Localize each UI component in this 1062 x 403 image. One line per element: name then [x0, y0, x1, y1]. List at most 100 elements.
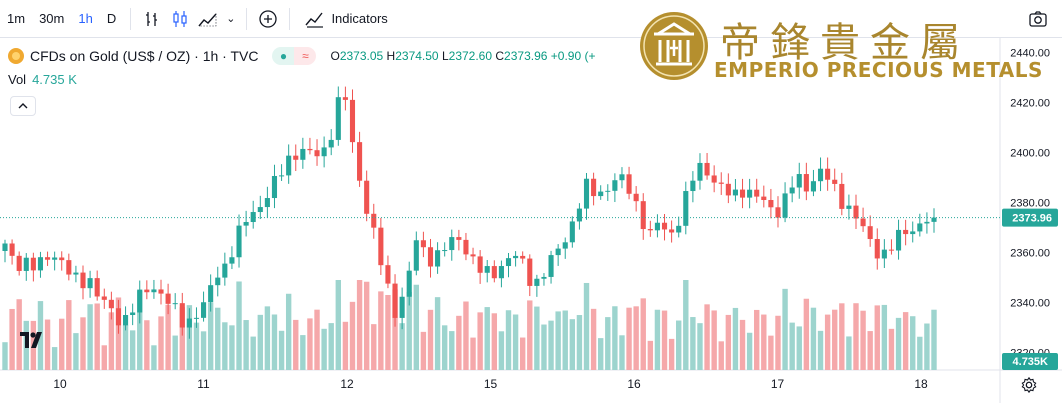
indicators-button[interactable]: Indicators: [297, 10, 395, 28]
candle-body[interactable]: [491, 266, 497, 279]
candle-body[interactable]: [413, 240, 419, 271]
candle-body[interactable]: [513, 255, 519, 259]
candle-body[interactable]: [796, 174, 802, 188]
timeframe-1h[interactable]: 1h: [78, 10, 93, 26]
candle-body[interactable]: [399, 296, 405, 318]
timeframe-d[interactable]: D: [106, 10, 117, 26]
candle-body[interactable]: [598, 191, 604, 197]
bar-chart-icon[interactable]: [138, 5, 166, 33]
candle-body[interactable]: [924, 221, 930, 224]
candle-body[interactable]: [591, 178, 597, 197]
candle-body[interactable]: [94, 278, 100, 297]
collapse-legend-button[interactable]: [10, 96, 36, 116]
candle-body[interactable]: [725, 183, 731, 196]
candle-body[interactable]: [342, 97, 348, 100]
candle-body[interactable]: [498, 266, 504, 279]
candle-body[interactable]: [910, 231, 916, 235]
candle-body[interactable]: [633, 193, 639, 202]
candle-body[interactable]: [612, 180, 618, 191]
candle-body[interactable]: [562, 242, 568, 249]
candle-body[interactable]: [527, 258, 533, 286]
candle-body[interactable]: [420, 240, 426, 248]
candle-body[interactable]: [676, 225, 682, 233]
candle-body[interactable]: [775, 207, 781, 218]
candle-body[interactable]: [179, 303, 185, 328]
candle-body[interactable]: [718, 182, 724, 184]
candle-body[interactable]: [279, 175, 285, 177]
candle-body[interactable]: [328, 139, 334, 148]
candle-body[interactable]: [931, 217, 937, 222]
candle-body[interactable]: [832, 179, 838, 184]
candle-body[interactable]: [23, 257, 29, 271]
candle-body[interactable]: [825, 168, 831, 180]
candle-body[interactable]: [619, 174, 625, 181]
candle-body[interactable]: [87, 278, 93, 289]
candle-body[interactable]: [271, 175, 278, 199]
candle-body[interactable]: [761, 196, 767, 201]
candle-body[interactable]: [151, 289, 157, 293]
candle-body[interactable]: [66, 260, 72, 275]
candle-body[interactable]: [534, 278, 540, 286]
candle-body[interactable]: [803, 174, 809, 192]
candle-body[interactable]: [548, 255, 554, 277]
candle-body[interactable]: [264, 198, 270, 208]
candle-body[interactable]: [768, 200, 774, 208]
candle-body[interactable]: [881, 249, 887, 259]
candle-body[interactable]: [9, 243, 15, 256]
candle-body[interactable]: [697, 162, 703, 181]
candle-body[interactable]: [661, 222, 668, 230]
candle-body[interactable]: [704, 162, 710, 176]
timeframe-30m[interactable]: 30m: [39, 10, 65, 26]
candle-body[interactable]: [229, 257, 235, 264]
candle-body[interactable]: [378, 227, 384, 266]
candle-body[interactable]: [888, 249, 895, 251]
candle-body[interactable]: [917, 223, 923, 232]
candle-body[interactable]: [789, 187, 795, 194]
price-chart[interactable]: 2440.00 2420.00 2400.00 2380.00 2360.00 2340.…: [0, 38, 1062, 403]
candle-body[interactable]: [903, 229, 909, 235]
candle-body[interactable]: [520, 255, 526, 259]
candle-body[interactable]: [747, 189, 753, 198]
candle-body[interactable]: [739, 189, 746, 198]
candle-body[interactable]: [690, 180, 696, 192]
candle-body[interactable]: [442, 250, 448, 252]
candle-body[interactable]: [186, 318, 192, 328]
candle-body[interactable]: [867, 226, 873, 240]
candle-body[interactable]: [810, 181, 816, 192]
candle-body[interactable]: [839, 183, 845, 209]
candle-body[interactable]: [449, 237, 455, 251]
candle-body[interactable]: [201, 302, 207, 318]
candle-body[interactable]: [144, 289, 150, 293]
candle-body[interactable]: [583, 178, 590, 209]
candle-body[interactable]: [895, 229, 902, 251]
candle-body[interactable]: [73, 272, 79, 275]
candle-body[interactable]: [626, 174, 632, 194]
candle-body[interactable]: [555, 248, 561, 256]
market-status-pill[interactable]: ● ≈: [272, 47, 317, 65]
candle-body[interactable]: [846, 205, 852, 209]
candle-body[interactable]: [137, 289, 143, 313]
add-compare-icon[interactable]: [254, 5, 282, 33]
candle-body[interactable]: [108, 299, 114, 309]
candle-body[interactable]: [647, 229, 653, 231]
candle-body[interactable]: [314, 150, 320, 157]
candle-body[interactable]: [477, 256, 483, 273]
candle-body[interactable]: [286, 155, 292, 176]
candle-body[interactable]: [463, 239, 469, 255]
candle-body[interactable]: [115, 308, 122, 326]
candle-body[interactable]: [349, 99, 356, 143]
candle-body[interactable]: [364, 180, 370, 214]
tradingview-logo-icon[interactable]: [18, 330, 46, 350]
candle-body[interactable]: [123, 315, 129, 326]
candle-body[interactable]: [427, 247, 434, 267]
candle-body[interactable]: [817, 168, 824, 182]
candle-body[interactable]: [307, 148, 313, 151]
chevron-down-icon[interactable]: ⌄: [226, 13, 236, 25]
candle-body[interactable]: [711, 175, 717, 183]
snapshot-icon[interactable]: [1028, 9, 1048, 29]
candle-body[interactable]: [158, 289, 164, 294]
candle-body[interactable]: [300, 148, 306, 160]
candle-body[interactable]: [257, 207, 263, 213]
candle-body[interactable]: [2, 243, 8, 252]
candle-body[interactable]: [37, 257, 44, 271]
